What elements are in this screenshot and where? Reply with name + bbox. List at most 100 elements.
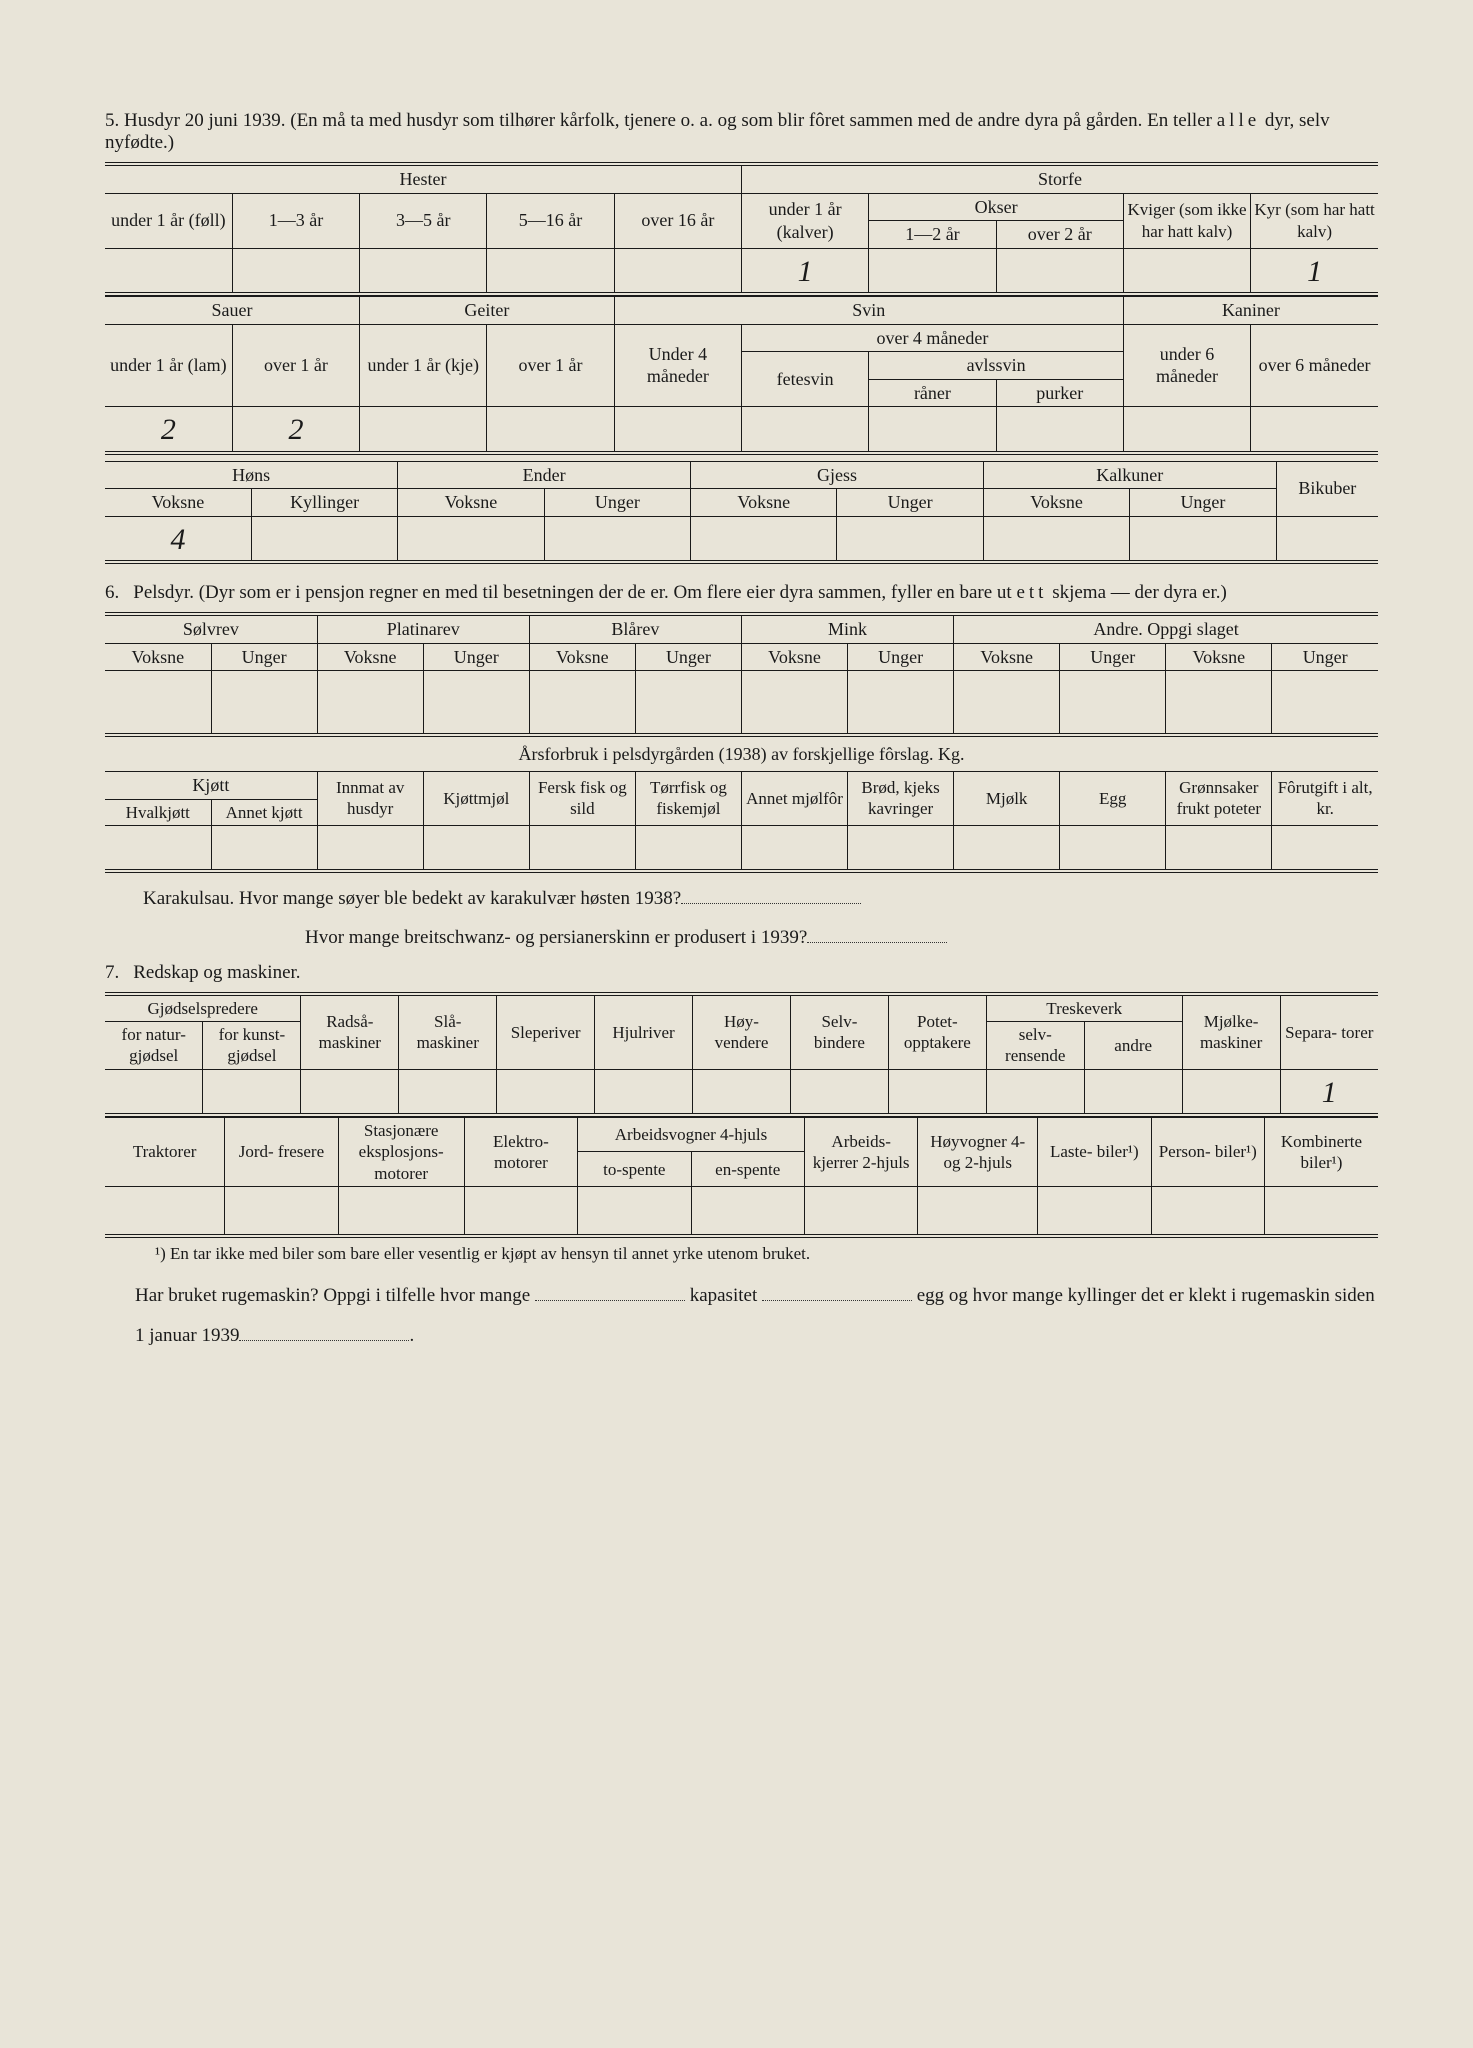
hdr-arbeidskjerrer: Arbeids- kjerrer 2-hjuls	[804, 1118, 917, 1187]
table-redskap-2: Traktorer Jord- fresere Stasjonære ekspl…	[105, 1117, 1378, 1238]
q5-text1: Husdyr 20 juni 1939. (En må ta med husdy…	[124, 110, 1217, 131]
h: Unger	[1060, 643, 1166, 671]
cell	[544, 516, 690, 562]
q6-text2: skjema — der dyra er.)	[1047, 582, 1226, 603]
hdr-sauer: Sauer	[105, 297, 360, 325]
hdr-mink: Mink	[741, 614, 953, 643]
hdr-voksne4: Voksne	[983, 489, 1129, 517]
hdr-oover2: over 2 år	[996, 221, 1123, 249]
cell	[487, 407, 614, 453]
table-arsforbruk: Årsforbruk i pelsdyrgården (1938) av for…	[105, 737, 1378, 874]
hdr-mjolk: Mjølk	[954, 772, 1060, 826]
q6-num: 6.	[105, 582, 133, 603]
blank	[762, 1284, 912, 1301]
hdr-kjottmjol: Kjøttmjøl	[423, 772, 529, 826]
hdr-unger1: Unger	[544, 489, 690, 517]
r1b: kapasitet	[690, 1285, 762, 1306]
hdr-natur: for natur- gjødsel	[105, 1022, 203, 1070]
hdr-avlssvin: avlssvin	[869, 352, 1124, 380]
hdr-hons: Høns	[105, 461, 398, 489]
hdr-raner: råner	[869, 379, 996, 407]
cell	[251, 516, 397, 562]
hdr-andre: Andre. Oppgi slaget	[954, 614, 1378, 643]
cell	[398, 516, 544, 562]
blank	[239, 1324, 409, 1341]
table-pelsdyr: Sølvrev Platinarev Blårev Mink Andre. Op…	[105, 612, 1378, 737]
hdr-blarev: Blårev	[529, 614, 741, 643]
rugemaskin-line: Har bruket rugemaskin? Oppgi i tilfelle …	[105, 1276, 1378, 1356]
hdr-kaniner: Kaniner	[1123, 297, 1378, 325]
hdr-gronn: Grønnsaker frukt poteter	[1166, 772, 1272, 826]
hdr-hester: Hester	[105, 164, 741, 193]
hdr-ferskfisk: Fersk fisk og sild	[529, 772, 635, 826]
hdr-lastebiler: Laste- biler¹)	[1038, 1118, 1151, 1187]
hdr-kviger: Kviger (som ikke har hatt kalv)	[1123, 193, 1250, 248]
cell-kyr: 1	[1251, 248, 1378, 294]
hdr-o6m: over 6 måneder	[1251, 324, 1378, 407]
hdr-sla: Slå- maskiner	[399, 994, 497, 1069]
hdr-svin: Svin	[614, 297, 1123, 325]
cell	[983, 516, 1129, 562]
cell	[232, 248, 359, 294]
karakul-line1: Karakulsau. Hvor mange søyer ble bedekt …	[105, 883, 1378, 915]
hdr-selvbindere: Selv- bindere	[790, 994, 888, 1069]
hdr-kombinerte: Kombinerte biler¹)	[1264, 1118, 1378, 1187]
hdr-mjolke: Mjølke- maskiner	[1182, 994, 1280, 1069]
h: Voksne	[529, 643, 635, 671]
h: Voksne	[741, 643, 847, 671]
cell-separa: 1	[1280, 1069, 1378, 1115]
cell	[614, 248, 741, 294]
t5-title: Årsforbruk i pelsdyrgården (1938) av for…	[105, 737, 1378, 772]
hdr-bikuber: Bikuber	[1276, 461, 1378, 516]
hdr-5-16: 5—16 år	[487, 193, 614, 248]
hdr-traktorer: Traktorer	[105, 1118, 225, 1187]
hdr-kjott: Kjøtt	[105, 772, 317, 800]
hdr-voksne2: Voksne	[398, 489, 544, 517]
q7-text: Redskap og maskiner.	[133, 962, 300, 983]
hdr-selvrensende: selv- rensende	[986, 1022, 1084, 1070]
hdr-annetkjott: Annet kjøtt	[211, 799, 317, 825]
hdr-over4m: over 4 måneder	[741, 324, 1123, 352]
hdr-over16: over 16 år	[614, 193, 741, 248]
q7-num: 7.	[105, 962, 133, 983]
hdr-kyr: Kyr (som har hatt kalv)	[1251, 193, 1378, 248]
hdr-brod: Brød, kjeks kavringer	[848, 772, 954, 826]
table-hons: Høns Ender Gjess Kalkuner Bikuber Voksne…	[105, 461, 1378, 565]
r1d: .	[409, 1325, 414, 1346]
blank	[807, 925, 947, 942]
hdr-o1-2: 1—2 år	[869, 221, 996, 249]
hdr-storfe: Storfe	[741, 164, 1378, 193]
hdr-voksne1: Voksne	[105, 489, 251, 517]
blank	[681, 887, 861, 904]
hdr-u1kalver: under 1 år (kalver)	[741, 193, 868, 248]
hdr-sleperiver: Sleperiver	[497, 994, 595, 1069]
h: Voksne	[954, 643, 1060, 671]
table-sauer: Sauer Geiter Svin Kaniner under 1 år (la…	[105, 296, 1378, 455]
hdr-unger3: Unger	[1130, 489, 1276, 517]
hdr-gjess: Gjess	[691, 461, 984, 489]
cell-voksne: 4	[105, 516, 251, 562]
hdr-radsa: Radså- maskiner	[301, 994, 399, 1069]
cell	[741, 407, 868, 453]
h: Unger	[848, 643, 954, 671]
hdr-1-3: 1—3 år	[232, 193, 359, 248]
hdr-hjulriver: Hjulriver	[595, 994, 693, 1069]
hdr-hoyvendere: Høy- vendere	[693, 994, 791, 1069]
hdr-fetesvin: fetesvin	[741, 352, 868, 407]
cell	[105, 248, 232, 294]
hdr-over1g: over 1 år	[487, 324, 614, 407]
cell-over1: 2	[232, 407, 359, 453]
hdr-tospente: to-spente	[578, 1152, 691, 1186]
hdr-gjodsel: Gjødselspredere	[105, 994, 301, 1022]
h: Unger	[635, 643, 741, 671]
hdr-unger2: Unger	[837, 489, 983, 517]
hdr-enspente: en-spente	[691, 1152, 804, 1186]
hdr-innmat: Innmat av husdyr	[317, 772, 423, 826]
question-7: 7.Redskap og maskiner.	[105, 962, 1378, 984]
cell	[869, 407, 996, 453]
hdr-separa: Separa- torer	[1280, 994, 1378, 1069]
cell	[487, 248, 614, 294]
hdr-annetmjol: Annet mjølfôr	[741, 772, 847, 826]
cell	[869, 248, 996, 294]
hdr-egg: Egg	[1060, 772, 1166, 826]
